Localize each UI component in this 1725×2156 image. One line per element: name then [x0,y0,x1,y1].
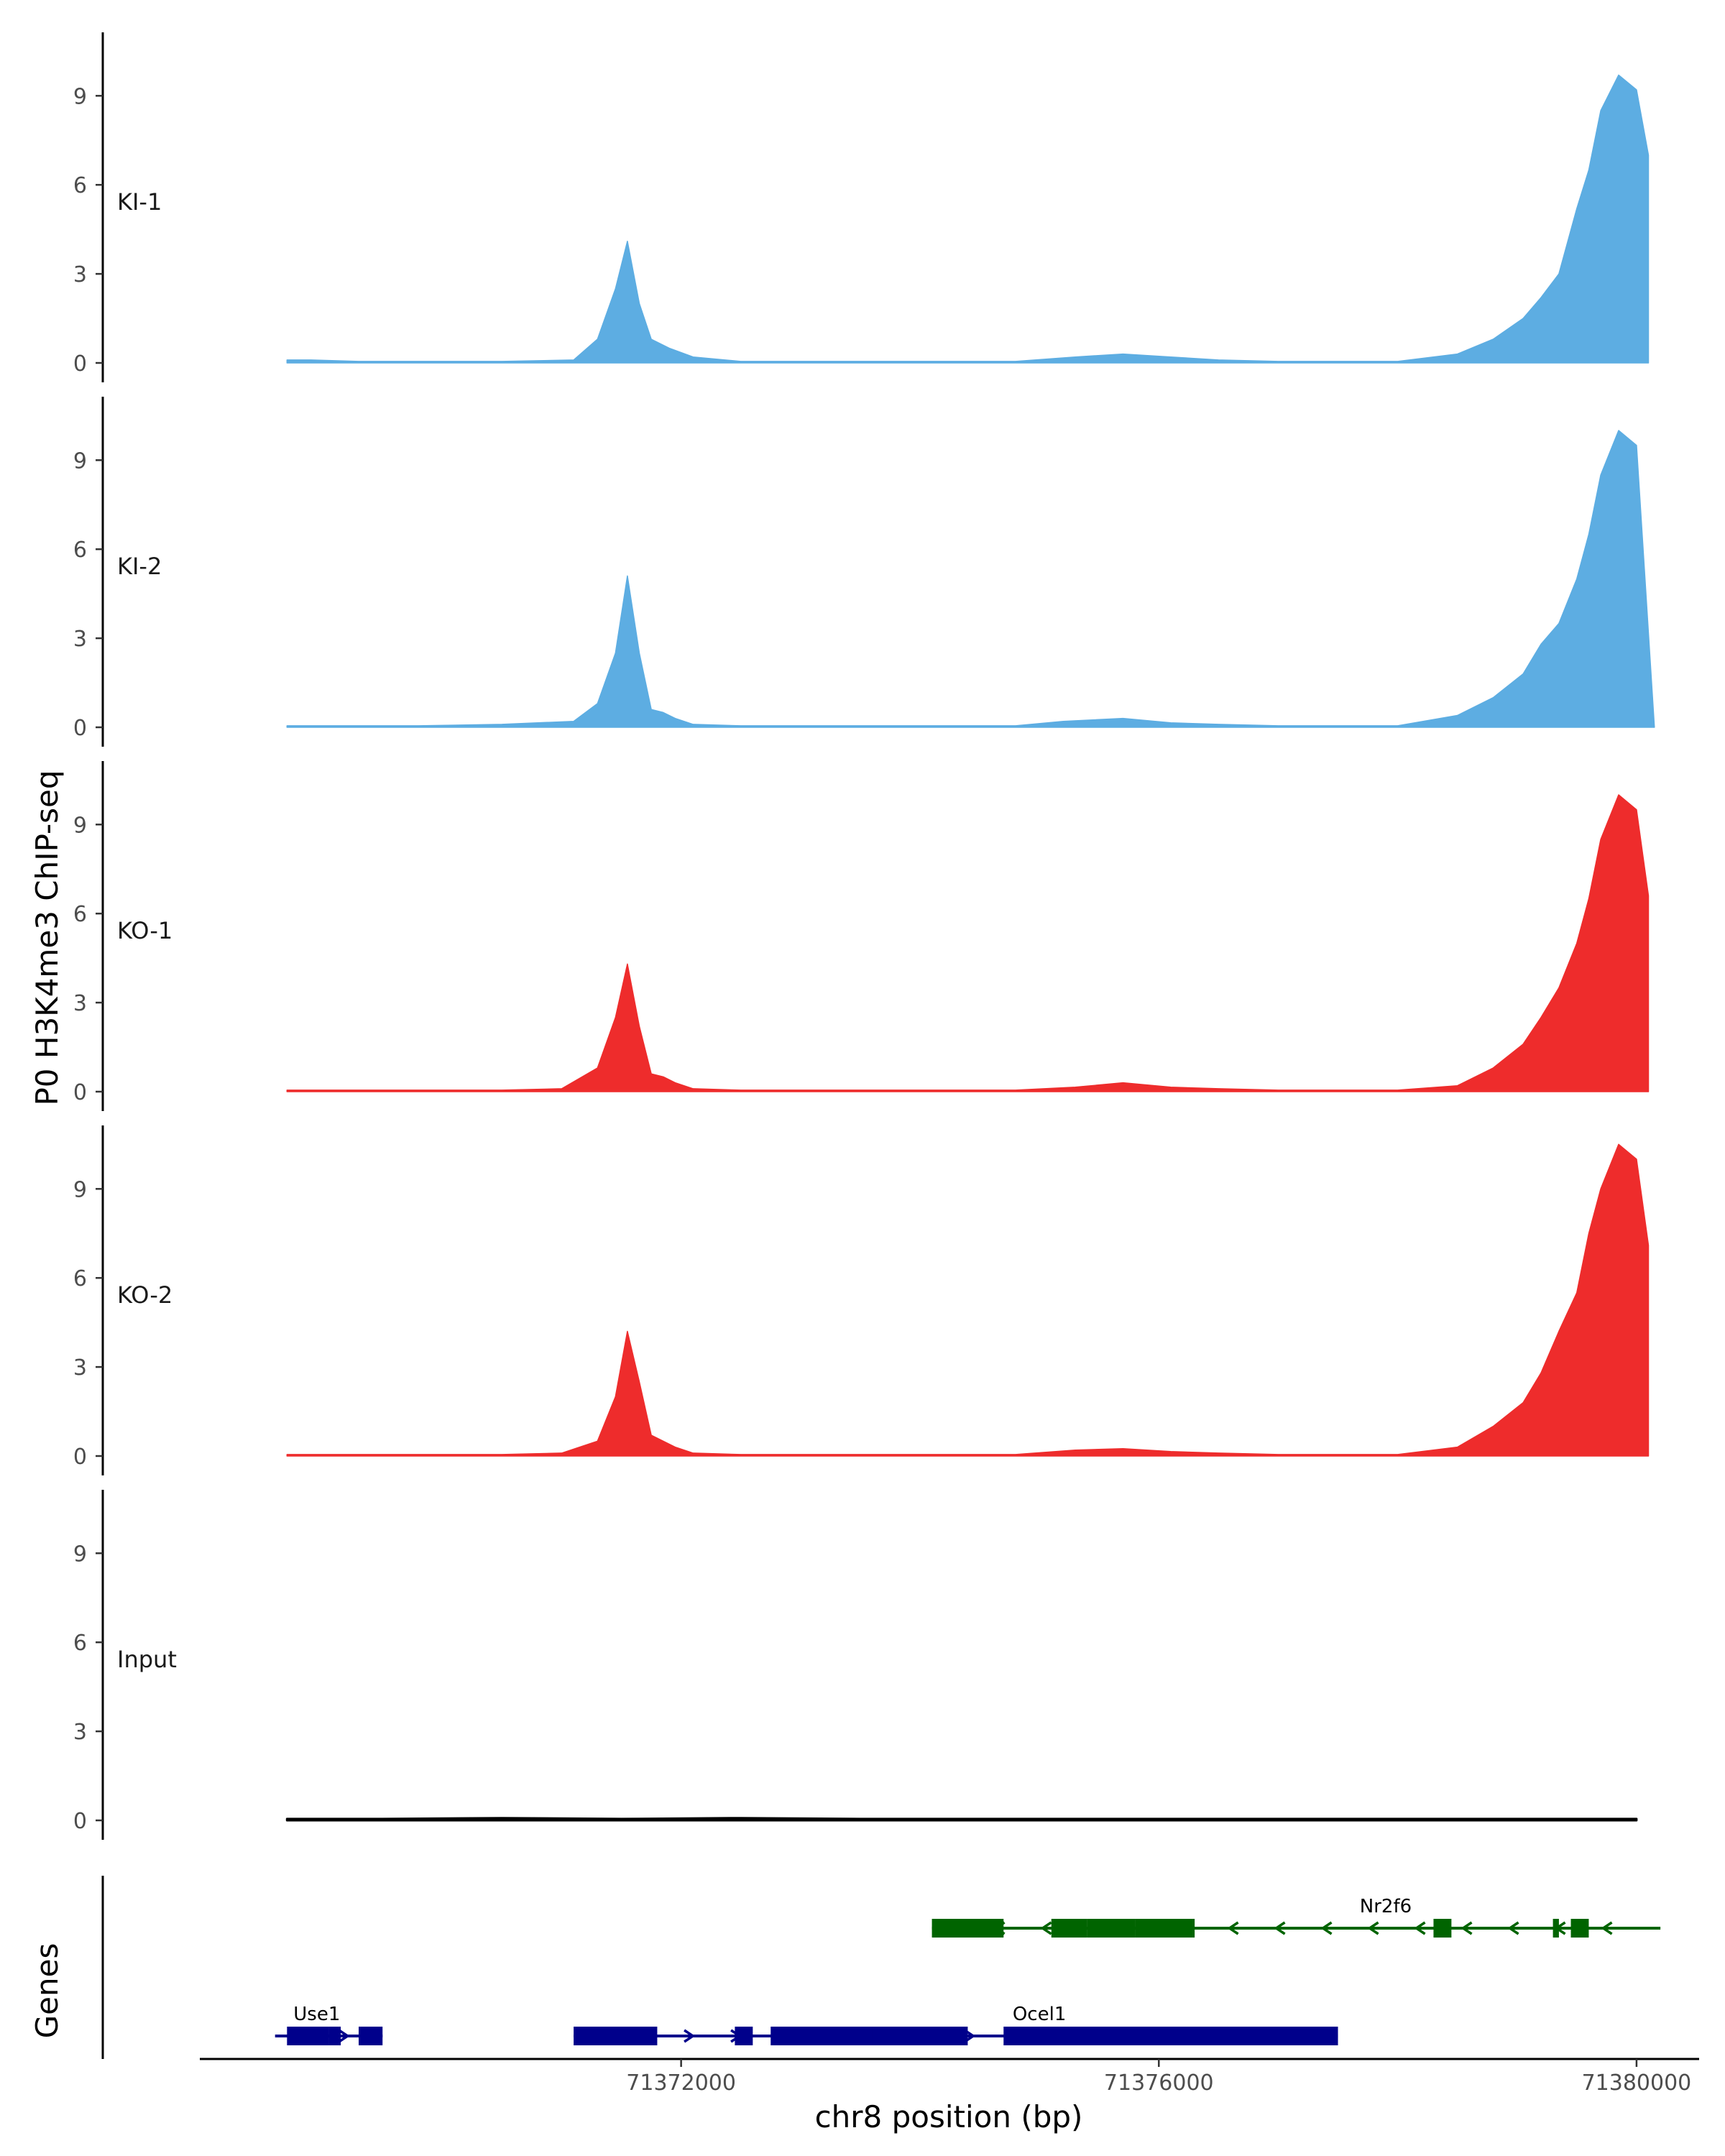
y-tick-label: 9 [73,448,87,474]
track-label-ko-1: KO-1 [117,917,172,944]
track-input: 0 3 6 9 Input [73,1490,1638,1840]
y-tick-label: 6 [73,538,87,563]
signal-tracks: 0 3 6 9 KI-1 0 3 6 9 KI-2 0 3 6 9 KO-1 0 3 6 9 KO-2 0 3 6 9 Inpu… [73,32,1655,1840]
strand-arrow [1460,1921,1473,1935]
strand-arrow [1414,1921,1426,1935]
strand-arrow [1040,1921,1052,1935]
track-ko-1: 0 3 6 9 KO-1 [73,761,1650,1111]
strand-arrow [338,2029,350,2043]
track-ki-2: 0 3 6 9 KI-2 [73,397,1655,747]
signal-area-ki-1 [286,74,1650,364]
gene-label-ocel1: Ocel1 [1013,2004,1067,2025]
gene-exon [328,2027,341,2045]
strand-arrow [1227,1921,1239,1935]
y-tick-label: 9 [73,813,87,838]
x-tick-label: 71380000 [1582,2070,1692,2096]
gene-exon [287,2027,329,2045]
y-tick-label: 9 [73,1177,87,1202]
strand-arrow [1601,1921,1613,1935]
y-tick-label: 3 [73,1355,87,1381]
gene-label-use1: Use1 [293,2004,340,2025]
gene-exon [1135,1919,1195,1938]
signal-area-input [285,1817,1638,1822]
genes-axis-title: Genes [29,1943,65,2039]
y-tick-label: 6 [73,173,87,198]
y-tick-label: 3 [73,1720,87,1745]
strand-arrow [1320,1921,1333,1935]
y-tick-label: 3 [73,627,87,652]
gene-exon [872,2027,968,2045]
y-tick-label: 9 [73,84,87,109]
strand-arrow [684,2029,696,2043]
y-tick-label: 0 [73,1080,87,1105]
x-tick-label: 71376000 [1104,2070,1214,2096]
strand-arrow [1507,1921,1519,1935]
signal-area-ko-2 [286,1143,1650,1457]
strand-arrow [1367,1921,1379,1935]
gene-exon [574,2027,658,2045]
gene-use1: Use1 [275,2004,383,2045]
strand-arrow [1274,1921,1286,1935]
track-ko-2: 0 3 6 9 KO-2 [73,1125,1650,1475]
gene-exon [770,2027,873,2045]
track-label-input: Input [117,1646,177,1673]
gene-exon [1051,1919,1087,1938]
gene-label-nr2f6: Nr2f6 [1360,1896,1412,1917]
signal-area-ko-1 [286,794,1650,1092]
gene-exon [1087,1919,1136,1938]
y-tick-label: 0 [73,716,87,741]
gene-exon [1570,1919,1589,1938]
y-tick-label: 3 [73,262,87,287]
y-tick-label: 0 [73,1445,87,1470]
gene-nr2f6: Nr2f6 [932,1896,1661,1938]
y-tick-label: 3 [73,991,87,1016]
gene-exon [1003,2027,1338,2045]
track-label-ki-2: KI-2 [117,553,162,580]
y-tick-label: 0 [73,1809,87,1834]
track-label-ko-2: KO-2 [117,1281,172,1309]
gene-exon [1552,1919,1559,1938]
genes-panel: Nr2f6 Use1 Ocel1 [101,1876,1661,2059]
gene-exon [1433,1919,1452,1938]
y-axis-title: P0 H3K4me3 ChIP-seq [29,770,65,1105]
x-axis-title: chr8 position (bp) [815,2099,1083,2134]
signal-area-ki-2 [286,430,1655,728]
gene-exon [735,2027,753,2045]
y-tick-label: 6 [73,902,87,927]
y-tick-label: 9 [73,1542,87,1567]
gene-ocel1: Ocel1 [574,2004,1338,2045]
y-tick-label: 6 [73,1266,87,1291]
y-tick-label: 6 [73,1631,87,1656]
track-label-ki-1: KI-1 [117,188,162,216]
x-axis: 71372000 71376000 71380000 [200,2058,1699,2096]
track-ki-1: 0 3 6 9 KI-1 [73,32,1650,382]
y-tick-label: 0 [73,351,87,377]
x-tick-label: 71372000 [626,2070,736,2096]
gene-exon [359,2027,383,2045]
gene-exon [932,1919,1004,1938]
